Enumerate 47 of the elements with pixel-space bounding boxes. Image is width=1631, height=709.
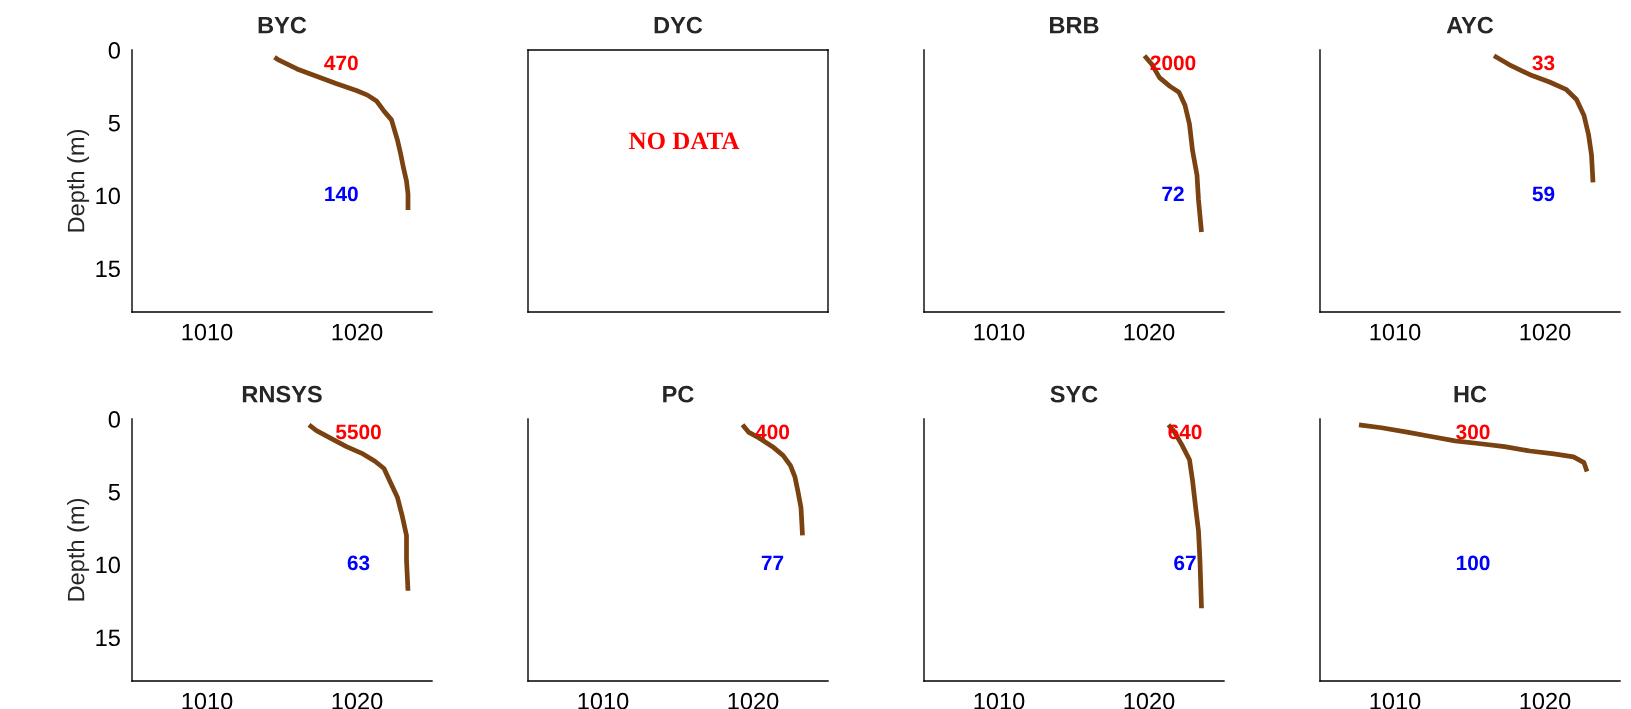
annotation: 77 [761, 555, 784, 571]
annotation: 300 [1456, 424, 1490, 440]
annotation: 100 [1456, 555, 1490, 571]
annotation: 63 [347, 555, 370, 571]
annotation: 72 [1162, 186, 1184, 202]
y-tick-label: 15 [96, 260, 120, 278]
x-tick-label: 1010 [974, 692, 1025, 709]
line-series [272, 54, 411, 213]
x-tick-label: 1010 [182, 323, 233, 341]
y-tick-label: 0 [108, 411, 120, 428]
chart-title: BRB [1050, 17, 1099, 34]
x-tick-label: 1020 [1520, 692, 1571, 709]
chart-title: BYC [258, 16, 307, 34]
x-tick-label: 1020 [728, 692, 779, 709]
y-tick-label: 15 [96, 629, 120, 647]
x-tick-label: 1020 [332, 692, 383, 709]
chart-title: AYC [1446, 16, 1494, 34]
x-tick-label: 1020 [1520, 323, 1571, 341]
text: NO DATA [629, 132, 740, 150]
annotation: 5500 [335, 424, 381, 440]
x-tick-label: 1010 [1370, 692, 1421, 709]
annotation: 470 [324, 55, 358, 71]
chart-title: RNSYS [242, 385, 322, 403]
annotation: 140 [325, 186, 358, 202]
x-tick-label: 1020 [1124, 323, 1175, 341]
x-tick-label: 1010 [974, 323, 1025, 341]
chart-title: HC [1454, 385, 1487, 403]
y-axis-title: Depth (m) [67, 129, 90, 232]
x-tick-label: 1010 [578, 692, 629, 709]
x-tick-label: 1020 [332, 323, 383, 341]
y-tick-label: 10 [96, 556, 120, 574]
annotation: 67 [1174, 555, 1196, 571]
annotation: 59 [1532, 186, 1555, 202]
line-series [306, 422, 411, 594]
y-tick-label: 5 [108, 484, 120, 501]
y-tick-label: 5 [108, 115, 120, 132]
x-tick-label: 1010 [1370, 323, 1421, 341]
text: DYC [654, 16, 703, 34]
chart-title: PC [663, 385, 694, 403]
annotation: 33 [1532, 55, 1555, 71]
y-tick-label: 0 [108, 42, 120, 59]
chart-title: SYC [1050, 385, 1098, 403]
x-tick-label: 1010 [182, 692, 233, 709]
y-axis-title: Depth (m) [67, 498, 90, 601]
x-tick-label: 1020 [1124, 692, 1175, 709]
y-tick-label: 10 [96, 187, 120, 205]
annotation: 400 [755, 424, 790, 440]
